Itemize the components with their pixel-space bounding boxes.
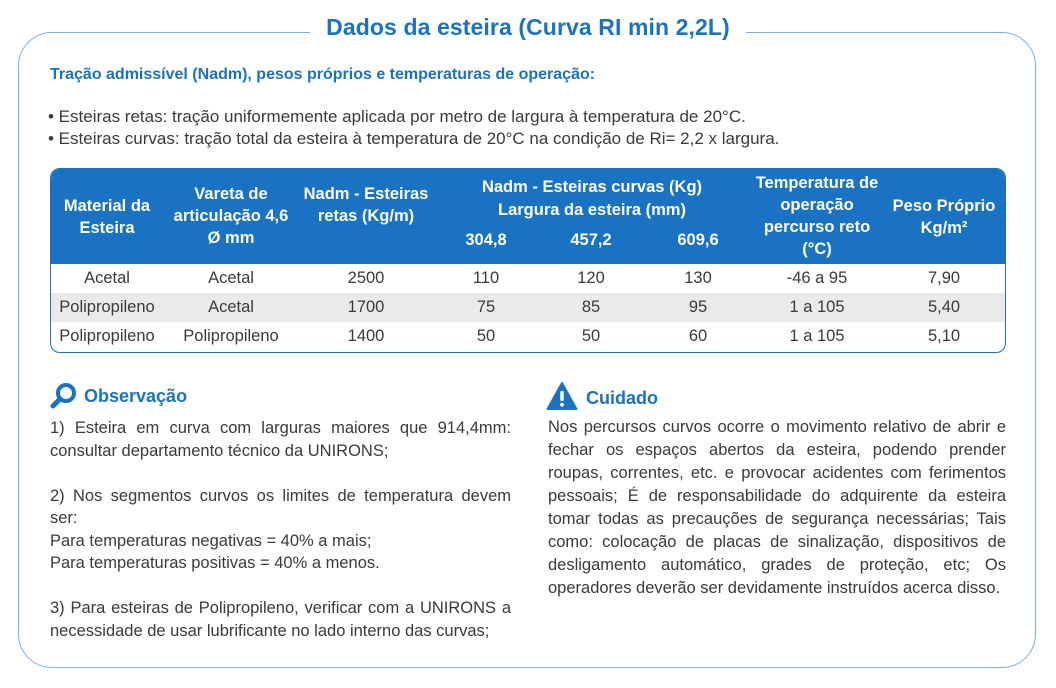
cell-temperatura: 1 a 105 <box>789 298 845 316</box>
cell-curva-304: 50 <box>476 327 496 345</box>
cell-peso: 5,40 <box>927 298 961 316</box>
magnifier-icon <box>50 383 76 409</box>
header-vareta: Vareta de articulação 4,6 Ø mm <box>173 185 289 247</box>
cell-curva-457: 120 <box>577 269 605 287</box>
header-largura: Largura da esteira (mm) <box>498 201 686 219</box>
header-nadm-retas: Nadm - Esteiras retas (Kg/m) <box>303 185 429 225</box>
cell-nadm: 2500 <box>347 269 385 287</box>
header-material: Material da Esteira <box>63 197 151 237</box>
header-peso: Peso Próprio Kg/m² <box>892 197 996 237</box>
cell-vareta: Acetal <box>208 269 254 287</box>
cell-material: Polipropileno <box>59 327 155 345</box>
bullet-item: • Esteiras retas: tração uniformemente a… <box>48 107 746 126</box>
cell-curva-304: 75 <box>476 298 496 316</box>
header-width-457: 457,2 <box>570 231 612 249</box>
observacao-item-3: 3) Para esteiras de Polipropileno, verif… <box>50 599 511 640</box>
cell-curva-609: 60 <box>688 327 708 345</box>
cell-nadm: 1400 <box>347 327 385 345</box>
observacao-item-2: 2) Nos segmentos curvos os limites de te… <box>50 485 511 575</box>
page-title: Dados da esteira (Curva RI min 2,2L) <box>310 14 746 41</box>
observacao-item-1: 1) Esteira em curva com larguras maiores… <box>50 419 511 460</box>
bullet-list: • Esteiras retas: tração uniformemente a… <box>48 106 779 150</box>
cell-temperatura: -46 a 95 <box>786 269 848 287</box>
observacao-item-2-pos: Para temperaturas positivas = 40% a meno… <box>50 554 380 572</box>
warning-icon <box>546 382 578 410</box>
observacao-item-2-intro: 2) Nos segmentos curvos os limites de te… <box>50 486 511 528</box>
cell-curva-457: 85 <box>581 298 601 316</box>
cell-vareta: Polipropileno <box>183 327 279 345</box>
table-header: Material da Esteira Vareta de articulaçã… <box>51 169 1005 264</box>
cell-nadm: 1700 <box>347 298 385 316</box>
bullet-item: • Esteiras curvas: tração total da estei… <box>48 129 780 148</box>
cell-curva-609: 95 <box>688 298 708 316</box>
page-title-wrap: Dados da esteira (Curva RI min 2,2L) <box>0 14 1056 41</box>
observacao-text: 1) Esteira em curva com larguras maiores… <box>50 417 511 642</box>
data-table: Material da Esteira Vareta de articulaçã… <box>50 168 1006 353</box>
section-subtitle: Tração admissível (Nadm), pesos próprios… <box>50 66 596 83</box>
table-row: Polipropileno Acetal 1700 75 85 95 1 a 1… <box>51 293 1005 322</box>
header-nadm-curvas: Nadm - Esteiras curvas (Kg) <box>481 178 703 196</box>
table-row: Polipropileno Polipropileno 1400 50 50 6… <box>51 322 1005 351</box>
header-width-304: 304,8 <box>465 231 507 249</box>
observacao-item-2-neg: Para temperaturas negativas = 40% a mais… <box>50 531 372 550</box>
cuidado-heading: Cuidado <box>586 388 658 408</box>
cell-material: Acetal <box>84 269 130 287</box>
cuidado-text: Nos percursos curvos ocorre o movimento … <box>548 418 1006 597</box>
cell-vareta: Acetal <box>208 298 254 316</box>
observacao-heading: Observação <box>84 386 188 406</box>
cell-curva-609: 130 <box>684 269 712 287</box>
cell-curva-457: 50 <box>581 327 601 345</box>
cell-peso: 7,90 <box>927 269 961 287</box>
cell-material: Polipropileno <box>59 298 155 316</box>
cell-curva-304: 110 <box>472 269 500 287</box>
header-width-609: 609,6 <box>677 231 719 249</box>
table-row: Acetal Acetal 2500 110 120 130 -46 a 95 … <box>51 264 1005 293</box>
cell-peso: 5,10 <box>927 327 961 345</box>
cell-temperatura: 1 a 105 <box>789 327 845 345</box>
header-temperatura: Temperatura de operação percurso reto (°… <box>755 174 879 258</box>
